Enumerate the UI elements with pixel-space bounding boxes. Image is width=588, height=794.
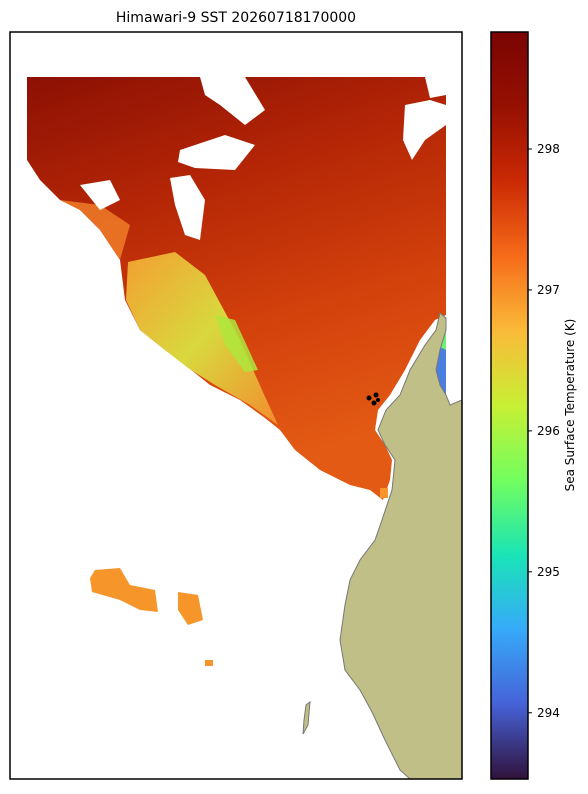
colorbar [490,31,529,780]
land [339,312,463,780]
colorbar-tick-label: 296 [537,424,560,438]
cloud-mask [80,77,446,240]
islands-field [90,488,388,666]
markers [366,392,380,406]
colorbar-tick-label: 294 [537,706,560,720]
north-orange-strip [60,200,130,260]
colorbar-tick-label: 295 [537,565,560,579]
cool-patch [215,315,258,372]
colorbar-gradient [490,31,529,780]
warm-coastal-field [126,252,278,425]
colorbar-tick-label: 297 [537,283,560,297]
colorbar-tick-label: 298 [537,142,560,156]
sst-field [27,77,446,500]
colorbar-label: Sea Surface Temperature (K) [563,319,577,492]
map [9,31,463,780]
map-frame [9,31,463,780]
map-title: Himawari-9 SST 20260718170000 [116,10,356,26]
small-island [302,700,311,735]
